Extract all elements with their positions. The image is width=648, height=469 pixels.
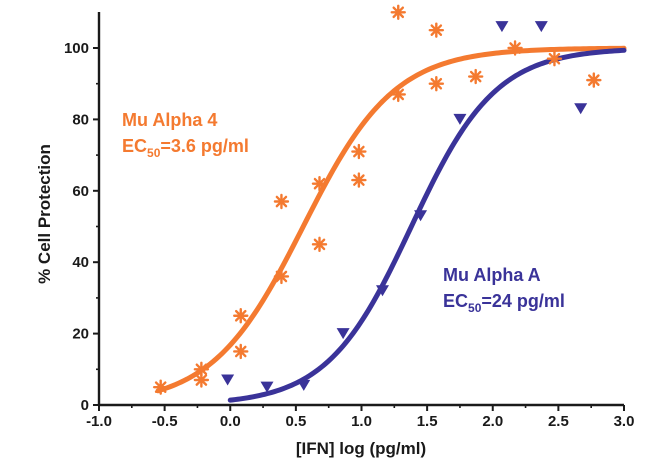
point-mu-alpha-4 <box>390 86 406 103</box>
point-mu-alpha-a <box>376 285 389 297</box>
point-mu-alpha-a <box>260 381 274 393</box>
annotation-mu-alpha-a-ec-value: =24 pg/ml <box>481 291 565 311</box>
x-tick-label: 2.5 <box>548 413 569 430</box>
x-tick-label: 2.0 <box>482 413 503 430</box>
annotation-mu-alpha-4-ec-value: =3.6 pg/ml <box>160 136 249 156</box>
point-mu-alpha-a <box>574 103 588 115</box>
annotation-mu-alpha-4-ec-sub: 50 <box>147 146 161 160</box>
point-mu-alpha-4 <box>193 361 210 377</box>
annotation-mu-alpha-a-ec-sub: 50 <box>468 301 482 315</box>
point-mu-alpha-4 <box>233 308 249 324</box>
point-mu-alpha-4 <box>428 75 445 92</box>
y-tick-label: 40 <box>72 254 89 271</box>
y-tick-label: 20 <box>72 326 89 343</box>
y-tick-label: 0 <box>81 397 89 414</box>
markers-layer <box>152 4 602 395</box>
y-tick-label: 60 <box>72 183 89 200</box>
point-mu-alpha-4 <box>233 343 249 360</box>
point-mu-alpha-4 <box>273 268 290 285</box>
point-mu-alpha-4 <box>351 143 367 160</box>
point-mu-alpha-4 <box>546 51 563 67</box>
point-mu-alpha-a <box>221 374 235 386</box>
point-mu-alpha-a <box>297 379 311 391</box>
point-mu-alpha-a <box>336 328 350 340</box>
point-mu-alpha-4 <box>507 40 523 56</box>
point-mu-alpha-a <box>414 210 428 222</box>
x-axis-title: [IFN] log (pg/ml) <box>296 439 426 458</box>
x-tick-label: -1.0 <box>86 413 112 430</box>
point-mu-alpha-4 <box>586 72 602 88</box>
axes-layer: -1.0 -0.5 0.0 0.5 1.0 1.5 2.0 2.5 3.0 0 20 40 60 80 10… <box>64 12 634 430</box>
point-mu-alpha-4 <box>351 172 367 188</box>
point-mu-alpha-4 <box>193 372 210 388</box>
point-mu-alpha-4 <box>152 379 169 395</box>
annotation-mu-alpha-4-ec50: EC50=3.6 pg/ml <box>122 136 249 160</box>
point-mu-alpha-4 <box>311 175 328 192</box>
x-tick-label: 1.5 <box>417 413 438 430</box>
x-tick-label: -0.5 <box>152 413 178 430</box>
y-tick-label: 100 <box>64 40 89 57</box>
curve-mu-alpha-a <box>227 47 627 403</box>
point-mu-alpha-4 <box>273 193 290 210</box>
point-mu-alpha-a <box>534 21 548 33</box>
annotation-mu-alpha-a-ec50: EC50=24 pg/ml <box>443 291 565 315</box>
x-tick-label: 3.0 <box>614 413 635 430</box>
annotation-mu-alpha-4-name: Mu Alpha 4 <box>122 110 217 130</box>
point-mu-alpha-a <box>495 21 509 33</box>
curve-mu-alpha-4 <box>155 45 627 394</box>
annotation-mu-alpha-a-name: Mu Alpha A <box>443 265 541 285</box>
point-mu-alpha-4 <box>467 68 484 85</box>
annotation-mu-alpha-4-ec-prefix: EC <box>122 136 147 156</box>
annotation-mu-alpha-a-ec-prefix: EC <box>443 291 468 311</box>
point-mu-alpha-a <box>453 113 467 125</box>
x-tick-label: 0.5 <box>285 413 306 430</box>
point-mu-alpha-4 <box>428 22 445 38</box>
point-mu-alpha-4 <box>390 4 406 20</box>
x-tick-label: 0.0 <box>220 413 241 430</box>
point-mu-alpha-4 <box>311 236 328 253</box>
y-axis-title: % Cell Protection <box>35 144 54 284</box>
curves-layer <box>155 45 627 403</box>
x-tick-label: 1.0 <box>351 413 372 430</box>
y-tick-label: 80 <box>72 111 89 128</box>
